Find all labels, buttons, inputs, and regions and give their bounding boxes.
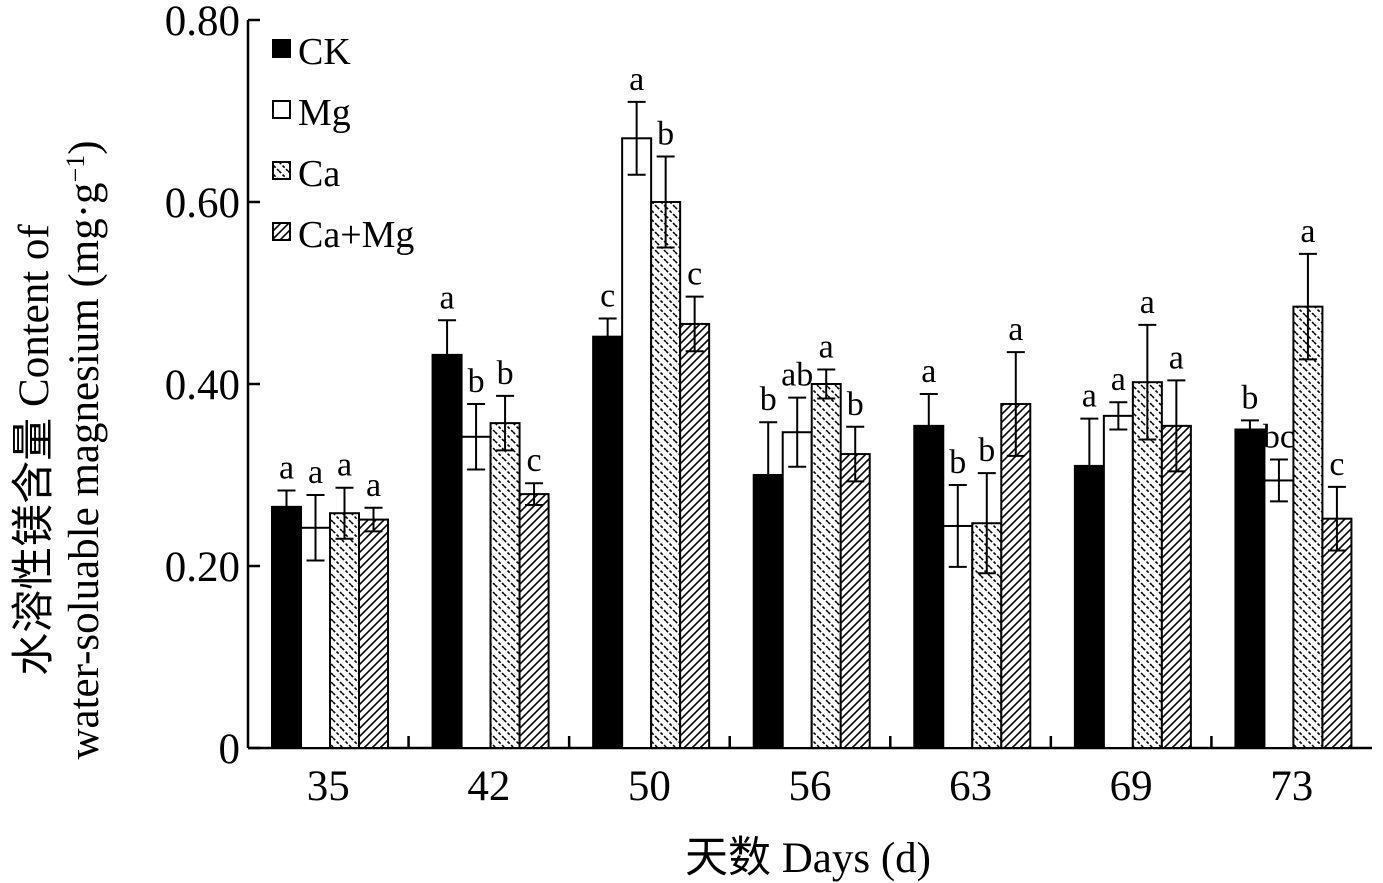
x-ticks: 35 42 50 56 63 69 73 [307,736,1313,810]
significance-letter: bc [1263,419,1295,456]
bar-ca [650,201,682,749]
significance-letter: c [527,442,542,479]
significance-letter: b [468,363,485,400]
x-tick-label: 56 [789,763,832,810]
x-tick-label: 50 [628,763,671,810]
significance-letter: b [497,355,514,392]
bar-ck [271,505,302,749]
significance-letter: a [1140,284,1155,321]
bar-ca-mg [1321,517,1353,749]
y-axis-label-main: water-soluable magnesium (mg·g [61,182,108,759]
significance-letter: b [1241,379,1258,416]
bar-mg [621,137,653,750]
significance-letter: a [1082,378,1097,415]
bar-ca [329,512,360,749]
legend: CK Mg Ca Ca+Mg [272,31,414,256]
bar-ck [592,335,624,749]
y-tick-label: 0.20 [165,544,240,591]
bar-mg [300,526,331,750]
bar-ca [810,383,842,749]
x-tick-label: 35 [307,763,350,810]
bar-ca-mg [679,322,711,749]
y-ticks: 0 0.20 0.40 0.60 0.80 [165,0,260,773]
y-tick-label: 0 [219,726,241,773]
significance-letter: c [1329,446,1344,483]
x-tick-label: 63 [949,763,992,810]
bar-mg [1102,414,1134,749]
bar-ck [913,424,945,749]
y-axis-label-superscript: −1 [61,155,90,183]
y-tick-label: 0.40 [165,362,240,409]
x-axis-label: 天数 Days (d) [685,835,931,882]
legend-swatch [272,100,291,119]
significance-letter: a [337,447,352,484]
significance-letter: a [366,467,381,504]
bar-mg [1263,479,1295,749]
bar-ck [1073,464,1105,749]
bar-mg [460,435,492,749]
bar-ck [431,353,463,749]
significance-letter: ab [781,357,813,394]
significance-letter: b [657,116,674,153]
y-tick-label: 0.60 [165,180,240,227]
legend-label: CK [298,31,351,73]
legend-label: Mg [298,92,351,134]
significance-letter: c [600,277,615,314]
y-tick-label: 0.80 [165,0,240,45]
y-axis-label-line1: 水溶性镁含量 Content of [11,224,58,676]
significance-letter: b [760,381,777,418]
legend-swatch [272,39,291,58]
error-bars [277,100,1346,575]
bar-ca-mg [518,493,550,749]
bar-ca-mg [358,518,389,750]
significance-letter: a [308,454,323,491]
bar-ca-mg [839,453,871,749]
y-axis-label-close: ) [61,140,108,154]
y-axis-label-line2: water-soluable magnesium (mg·g−1) [61,140,109,759]
legend-swatch [272,161,291,180]
significance-letter: a [1300,213,1315,250]
x-tick-label: 42 [467,763,510,810]
x-tick-label: 69 [1110,763,1153,810]
legend-label: Ca [298,153,340,195]
bar-ca-mg [1160,424,1192,749]
significance-letter: a [819,328,834,365]
bar-ca [1292,305,1324,749]
significance-letter: a [1008,311,1023,348]
significance-letter: a [1111,361,1126,398]
bar-ck [1234,428,1266,749]
x-tick-label: 73 [1270,763,1313,810]
significance-letter: a [1169,339,1184,376]
significance-letter: b [847,386,864,423]
bar-mg [781,431,813,749]
legend-label: Ca+Mg [298,214,414,256]
significance-letter: a [440,279,455,316]
significance-letter: b [949,444,966,481]
legend-swatch [272,222,291,241]
y-axis-label: 水溶性镁含量 Content of water-soluable magnesi… [11,140,108,759]
significance-letter: a [279,449,294,486]
significance-letter: a [629,61,644,98]
significance-letter: b [978,432,995,469]
bars [271,137,1353,750]
significance-letter: a [921,353,936,390]
significance-letter: c [687,256,702,293]
bar-ca [489,422,521,749]
